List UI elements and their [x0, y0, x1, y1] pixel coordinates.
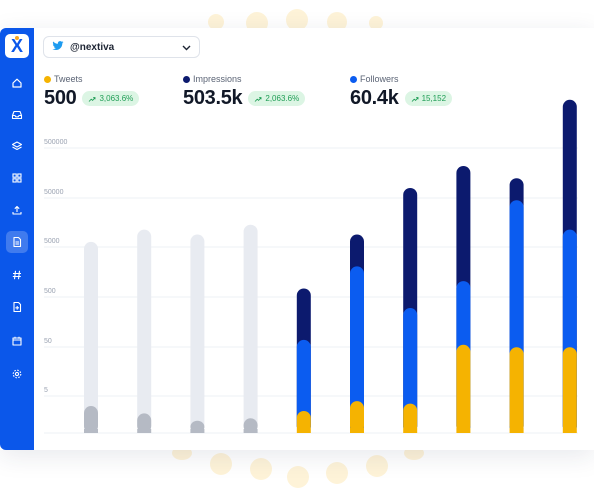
faded-bar: [84, 241, 98, 433]
followers-bar-segment: [350, 266, 364, 433]
calendar-icon[interactable]: [6, 330, 28, 352]
y-tick-label: 50000: [44, 189, 64, 196]
impressions-legend-dot: [183, 75, 190, 83]
faded-bar-base-foot: [84, 429, 98, 433]
tweets-bar-foot: [296, 428, 311, 433]
tweets-bar-segment: [456, 344, 471, 433]
tweets-bar-segment: [350, 401, 364, 433]
change-value: 3,063.6%: [99, 94, 134, 103]
document-icon[interactable]: [6, 231, 28, 253]
stat-tweets: Tweets 500 3,063.6%: [44, 74, 140, 110]
tweets-bar-foot: [562, 428, 577, 433]
trend-up-icon: [411, 96, 419, 102]
upload-icon[interactable]: [6, 199, 28, 221]
layers-icon[interactable]: [6, 135, 28, 157]
y-tick-label: 5: [44, 387, 48, 394]
y-tick-label: 500000: [44, 139, 67, 146]
faded-bar-base-foot: [190, 429, 205, 433]
faded-bar-base: [84, 406, 98, 433]
account-handle: @nextiva: [70, 41, 115, 53]
change-value: 15,152: [421, 94, 447, 103]
tweets-legend-dot: [44, 75, 51, 83]
faded-bar-base-foot: [243, 429, 258, 433]
stat-label: Followers: [360, 74, 399, 84]
tweets-bar-foot: [403, 428, 418, 433]
add-file-icon[interactable]: [6, 296, 28, 318]
followers-legend-dot: [350, 75, 357, 83]
twitter-icon: [52, 38, 64, 56]
y-tick-label: 5000: [44, 238, 60, 245]
tweets-bar-foot: [350, 428, 364, 433]
tweets-bar-segment: [296, 410, 311, 433]
hashtag-icon[interactable]: [6, 264, 28, 286]
stat-value: 503.5k: [183, 87, 243, 109]
change-badge: 15,152: [404, 91, 453, 106]
account-selector[interactable]: @nextiva: [43, 36, 200, 58]
trend-up-icon: [89, 96, 96, 102]
followers-bar-segment: [403, 308, 418, 433]
sidebar: X: [0, 28, 34, 450]
faded-bar-base-foot: [137, 429, 152, 433]
change-value: 2,063.6%: [265, 94, 300, 103]
tweets-bar-segment: [509, 347, 524, 433]
y-tick-label: 500: [44, 288, 56, 295]
chevron-down-icon: [182, 38, 191, 56]
tweets-bar-foot: [509, 428, 524, 433]
inbox-icon[interactable]: [6, 104, 28, 126]
stat-value: 60.4k: [350, 87, 399, 109]
tweets-bar-segment: [562, 347, 577, 433]
faded-bar: [190, 234, 205, 433]
stat-value: 500: [44, 87, 77, 109]
gear-icon[interactable]: [6, 363, 28, 385]
home-icon[interactable]: [6, 72, 28, 94]
change-badge: 3,063.6%: [82, 91, 140, 106]
faded-bar-base: [137, 413, 152, 433]
stat-label: Tweets: [54, 74, 83, 84]
faded-bar: [243, 224, 258, 433]
tweets-bar-segment: [403, 403, 418, 433]
stat-impressions: Impressions 503.5k 2,063.6%: [183, 74, 306, 110]
stat-label: Impressions: [193, 74, 242, 84]
change-badge: 2,063.6%: [248, 91, 306, 106]
nextiva-logo[interactable]: X: [5, 34, 29, 58]
y-tick-label: 50: [44, 338, 52, 345]
grid-icon[interactable]: [6, 167, 28, 189]
tweets-bar-foot: [456, 428, 471, 433]
faded-bar: [137, 229, 152, 433]
trend-up-icon: [255, 96, 262, 102]
stat-followers: Followers 60.4k 15,152: [350, 74, 453, 110]
followers-bar-segment: [296, 339, 311, 433]
